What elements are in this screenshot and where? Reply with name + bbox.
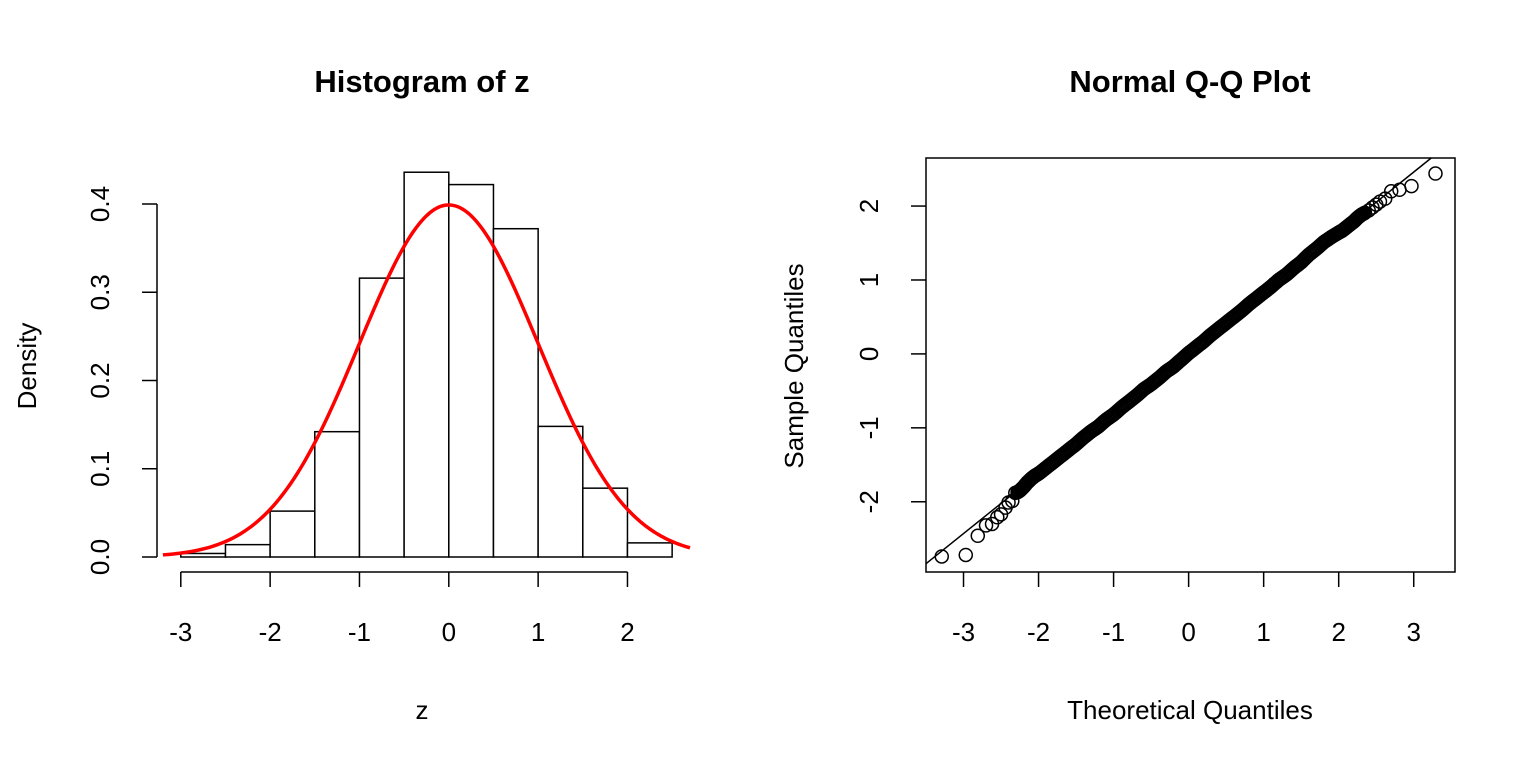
- histogram-bar-8: [537, 425, 584, 558]
- qq-x-tick-label: 1: [1256, 617, 1270, 647]
- qq-point: [934, 549, 950, 564]
- histogram-x-tick-label: 1: [531, 617, 545, 647]
- qq-x-tick-label: -3: [952, 617, 975, 647]
- histogram-bar-4: [358, 277, 405, 558]
- qq-y-axis-label: Sample Quantiles: [779, 263, 809, 468]
- histogram-bar-6: [448, 183, 495, 558]
- histogram-panel: Histogram of z z Density -3 -2 -1 0 1 2 0.00.…: [12, 64, 691, 725]
- qq-point: [1428, 166, 1443, 181]
- qq-points: [934, 166, 1443, 564]
- histogram-x-tick-label: 2: [620, 617, 634, 647]
- qq-x-axis-label: Theoretical Quantiles: [1067, 695, 1313, 725]
- histogram-y-tick-label: 0.2: [85, 362, 115, 398]
- histogram-y-tick-label: 0.0: [85, 539, 115, 575]
- histogram-bar-10: [626, 542, 673, 558]
- qq-title: Normal Q-Q Plot: [1069, 64, 1310, 99]
- histogram-x-axis-label: z: [416, 695, 429, 725]
- qq-y-tick-label: 0: [854, 347, 884, 361]
- histogram-x-tick-label: 0: [442, 617, 456, 647]
- qq-point: [970, 528, 986, 544]
- qq-point: [1383, 184, 1399, 199]
- qq-x-tick-label: 2: [1331, 617, 1345, 647]
- histogram-x-tick-label: -1: [348, 617, 371, 647]
- qq-x-axis: -3 -2 -1 0 1 2 3: [952, 572, 1421, 647]
- qq-y-tick-label: 1: [854, 273, 884, 287]
- qq-x-tick-label: -2: [1027, 617, 1050, 647]
- qq-point: [990, 510, 1005, 525]
- histogram-y-tick-label: 0.1: [85, 451, 115, 487]
- histogram-bar-2: [269, 510, 316, 558]
- histogram-y-axis-label: Density: [12, 323, 42, 410]
- qq-y-axis: -2 -1 0 1 2: [854, 199, 926, 513]
- qq-x-tick-label: 0: [1181, 617, 1195, 647]
- qq-x-tick-label: -1: [1102, 617, 1125, 647]
- qq-plot-box: [925, 157, 1456, 573]
- qq-plot-panel: Normal Q-Q Plot Theoretical Quantiles Sa…: [779, 64, 1456, 725]
- histogram-bar-0: [180, 552, 227, 558]
- histogram-bar-7: [492, 227, 539, 558]
- histogram-x-tick-label: -2: [259, 617, 282, 647]
- histogram-y-tick-label: 0.4: [85, 186, 115, 222]
- histogram-title: Histogram of z: [314, 64, 529, 99]
- qq-point: [978, 518, 994, 533]
- qq-y-tick-label: 2: [854, 199, 884, 213]
- qq-y-tick-label: -1: [854, 416, 884, 439]
- histogram-bars: [180, 171, 673, 558]
- histogram-y-tick-label: 0.3: [85, 274, 115, 310]
- histogram-x-axis: -3 -2 -1 0 1 2: [169, 571, 635, 647]
- qq-y-tick-label: -2: [854, 490, 884, 513]
- qq-x-tick-label: 3: [1406, 617, 1420, 647]
- histogram-bar-9: [582, 487, 629, 558]
- qq-point: [1392, 182, 1407, 198]
- qq-point: [1357, 205, 1373, 220]
- qq-point: [958, 547, 974, 563]
- qq-point: [1404, 178, 1419, 194]
- histogram-y-axis: 0.0 0.1 0.2 0.3 0.4: [85, 186, 158, 575]
- histogram-bar-5: [403, 171, 450, 558]
- histogram-bar-3: [314, 430, 361, 558]
- normal-density-curve: [162, 203, 691, 557]
- histogram-bar-1: [224, 543, 271, 558]
- histogram-x-tick-label: -3: [169, 617, 192, 647]
